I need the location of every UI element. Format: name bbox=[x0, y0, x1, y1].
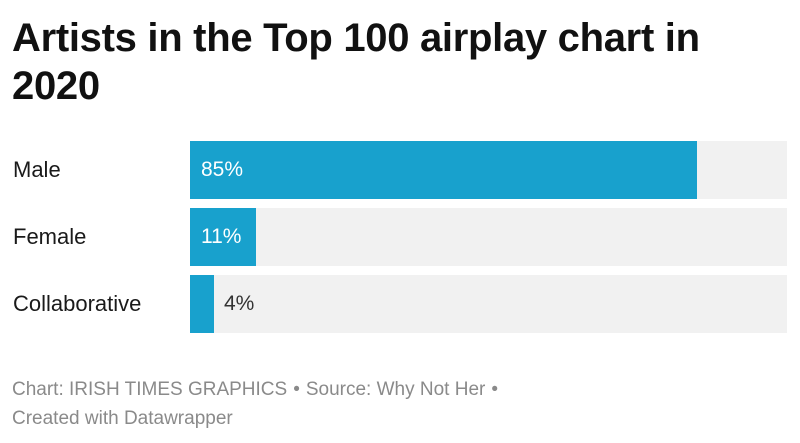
bar bbox=[190, 275, 214, 333]
created-with-link[interactable]: Created with Datawrapper bbox=[12, 408, 233, 429]
bar-row: Male 85% bbox=[0, 141, 800, 199]
bar-chart: Male 85% Female 11% Collaborative 4% bbox=[0, 141, 800, 333]
data-label: 11% bbox=[201, 225, 242, 248]
bar-track: 11% bbox=[190, 208, 787, 266]
chart-source: Source: Why Not Her bbox=[305, 379, 486, 400]
bar-row: Female 11% bbox=[0, 208, 800, 266]
category-label: Male bbox=[13, 157, 61, 182]
bar-track: 4% bbox=[190, 275, 787, 333]
chart-footer: Chart: IRISH TIMES GRAPHICS • Source: Why … bbox=[12, 375, 772, 433]
category-label: Collaborative bbox=[13, 291, 142, 316]
bar bbox=[190, 208, 256, 266]
chart-credit: Chart: IRISH TIMES GRAPHICS bbox=[12, 379, 288, 400]
footer-separator: • bbox=[293, 379, 300, 400]
bar-row: Collaborative 4% bbox=[0, 275, 800, 333]
data-label: 85% bbox=[201, 158, 244, 181]
chart-title: Artists in the Top 100 airplay chart in … bbox=[12, 16, 700, 108]
category-label: Female bbox=[13, 224, 87, 249]
data-label: 4% bbox=[224, 292, 255, 315]
bar bbox=[190, 141, 697, 199]
footer-separator: • bbox=[491, 379, 499, 400]
bar-track: 85% bbox=[190, 141, 787, 199]
